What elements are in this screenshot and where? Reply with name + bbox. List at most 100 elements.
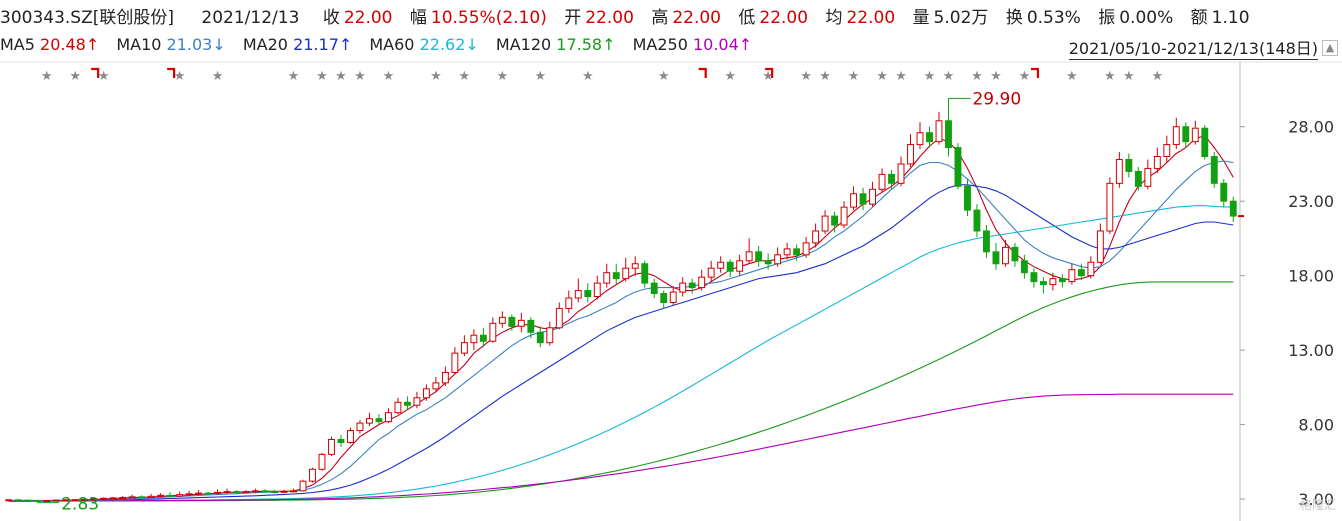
candle-body — [309, 468, 316, 482]
candle-body — [688, 282, 696, 289]
candle-body — [546, 327, 554, 344]
candle-body — [14, 499, 22, 502]
candle-body — [707, 267, 715, 278]
candle-body — [584, 290, 592, 298]
ma120-value: 17.58↑ — [556, 35, 616, 54]
candle-body — [869, 188, 876, 205]
candle-body — [176, 494, 184, 497]
event-star-icon: ★ — [971, 69, 983, 84]
candle-body — [1068, 269, 1076, 283]
candle-body — [33, 500, 41, 503]
candle-body — [1191, 127, 1199, 143]
ma120-legend: MA120 17.58↑ — [496, 35, 616, 54]
date-label: 2021/12/13 — [201, 8, 300, 28]
candle-body — [717, 261, 725, 269]
event-star-icon: ★ — [658, 69, 670, 84]
candle-body — [736, 260, 744, 272]
candle-body — [1220, 182, 1228, 202]
date-range[interactable]: 2021/05/10-2021/12/13(148日) — [1068, 35, 1318, 60]
high-caption: 高 — [651, 8, 669, 28]
candle-body — [1115, 158, 1123, 184]
ma60-legend: MA60 22.62↓ — [369, 35, 478, 54]
candle-body — [973, 209, 981, 232]
ma-legend: MA5 20.48↑ MA10 21.03↓ MA20 21.17↑ MA60 … — [0, 35, 1342, 61]
candle-body — [81, 498, 89, 501]
candle-body — [195, 492, 203, 495]
y-tick-label: 13.00 — [1288, 341, 1334, 360]
candle-body — [261, 490, 269, 493]
ma10-line — [8, 160, 1234, 502]
close-value: 22.00 — [343, 8, 393, 28]
candle-body — [517, 319, 525, 327]
candle-body — [603, 272, 611, 284]
candle-body — [1058, 278, 1066, 283]
candle-body — [1096, 230, 1104, 263]
candle-body — [204, 492, 212, 495]
candle-body — [328, 438, 335, 455]
y-tick-label: 18.00 — [1288, 267, 1334, 286]
amount-caption: 额 — [1190, 8, 1208, 28]
low-value: 22.00 — [759, 8, 809, 28]
candle-body — [593, 282, 601, 298]
candle-body — [992, 251, 1000, 265]
candle-body — [945, 120, 952, 149]
candle-body — [1163, 144, 1171, 158]
candle-body — [726, 261, 734, 272]
candle-body — [764, 260, 772, 265]
ma250-line — [8, 393, 1234, 502]
event-star-icon: ★ — [943, 69, 955, 84]
candle-body — [166, 494, 174, 497]
candle-body — [555, 307, 563, 329]
dropdown-icon[interactable]: ▲ — [1322, 40, 1338, 56]
candle-body — [536, 331, 544, 344]
close-caption: 收 — [322, 8, 340, 28]
y-tick-label: 8.00 — [1298, 416, 1334, 435]
ma5-label: MA5 — [0, 35, 35, 54]
quote-bar: 300343.SZ[联创股份] 2021/12/13 收 22.00 幅 10.55… — [0, 3, 1342, 31]
candle-body — [1153, 156, 1161, 169]
event-star-icon: ★ — [582, 69, 594, 84]
event-star-icon: ★ — [1151, 69, 1163, 84]
candle-body — [916, 132, 924, 146]
watermark-logo: 格隆汇 — [1299, 498, 1336, 512]
open-value: 22.00 — [585, 8, 634, 28]
candle-body — [755, 251, 763, 262]
candle-body — [821, 215, 829, 232]
candle-body — [745, 251, 753, 262]
ma5-legend: MA5 20.48↑ — [0, 35, 99, 54]
amount-value: 1.10 — [1211, 8, 1250, 28]
candle-body — [1001, 246, 1009, 265]
event-star-icon: ★ — [895, 69, 907, 84]
candle-body — [290, 490, 297, 493]
candle-body — [479, 334, 487, 342]
ma5-value: 20.48↑ — [40, 35, 100, 54]
candle-body — [1210, 156, 1218, 184]
candle-body — [157, 494, 165, 497]
candle-body — [802, 242, 810, 256]
candle-body — [926, 132, 933, 143]
ma250-value: 10.04↑ — [692, 35, 753, 54]
turnover-value: 0.53% — [1026, 8, 1081, 28]
candle-body — [128, 496, 136, 499]
candle-body — [470, 334, 478, 344]
candle-body — [783, 248, 791, 256]
candle-body — [679, 282, 687, 293]
event-flag-icon — [765, 67, 774, 78]
candle-body — [1011, 246, 1019, 262]
ma250-legend: MA250 10.04↑ — [633, 35, 753, 54]
high-price-label: 29.90 — [972, 89, 1021, 109]
amplitude-value: 0.00% — [1119, 8, 1174, 28]
candle-body — [1020, 260, 1028, 274]
candle-body — [1144, 167, 1152, 187]
turnover-caption: 换 — [1005, 8, 1023, 28]
candle-body — [43, 500, 51, 503]
candle-body — [441, 371, 449, 384]
event-star-icon: ★ — [383, 69, 395, 84]
event-star-icon: ★ — [459, 69, 471, 84]
ma10-value: 21.03↓ — [166, 35, 226, 54]
candle-body — [897, 163, 905, 184]
event-star-icon: ★ — [1123, 69, 1135, 84]
candle-body — [574, 290, 582, 299]
symbol-label: 300343.SZ[联创股份] — [0, 8, 175, 28]
